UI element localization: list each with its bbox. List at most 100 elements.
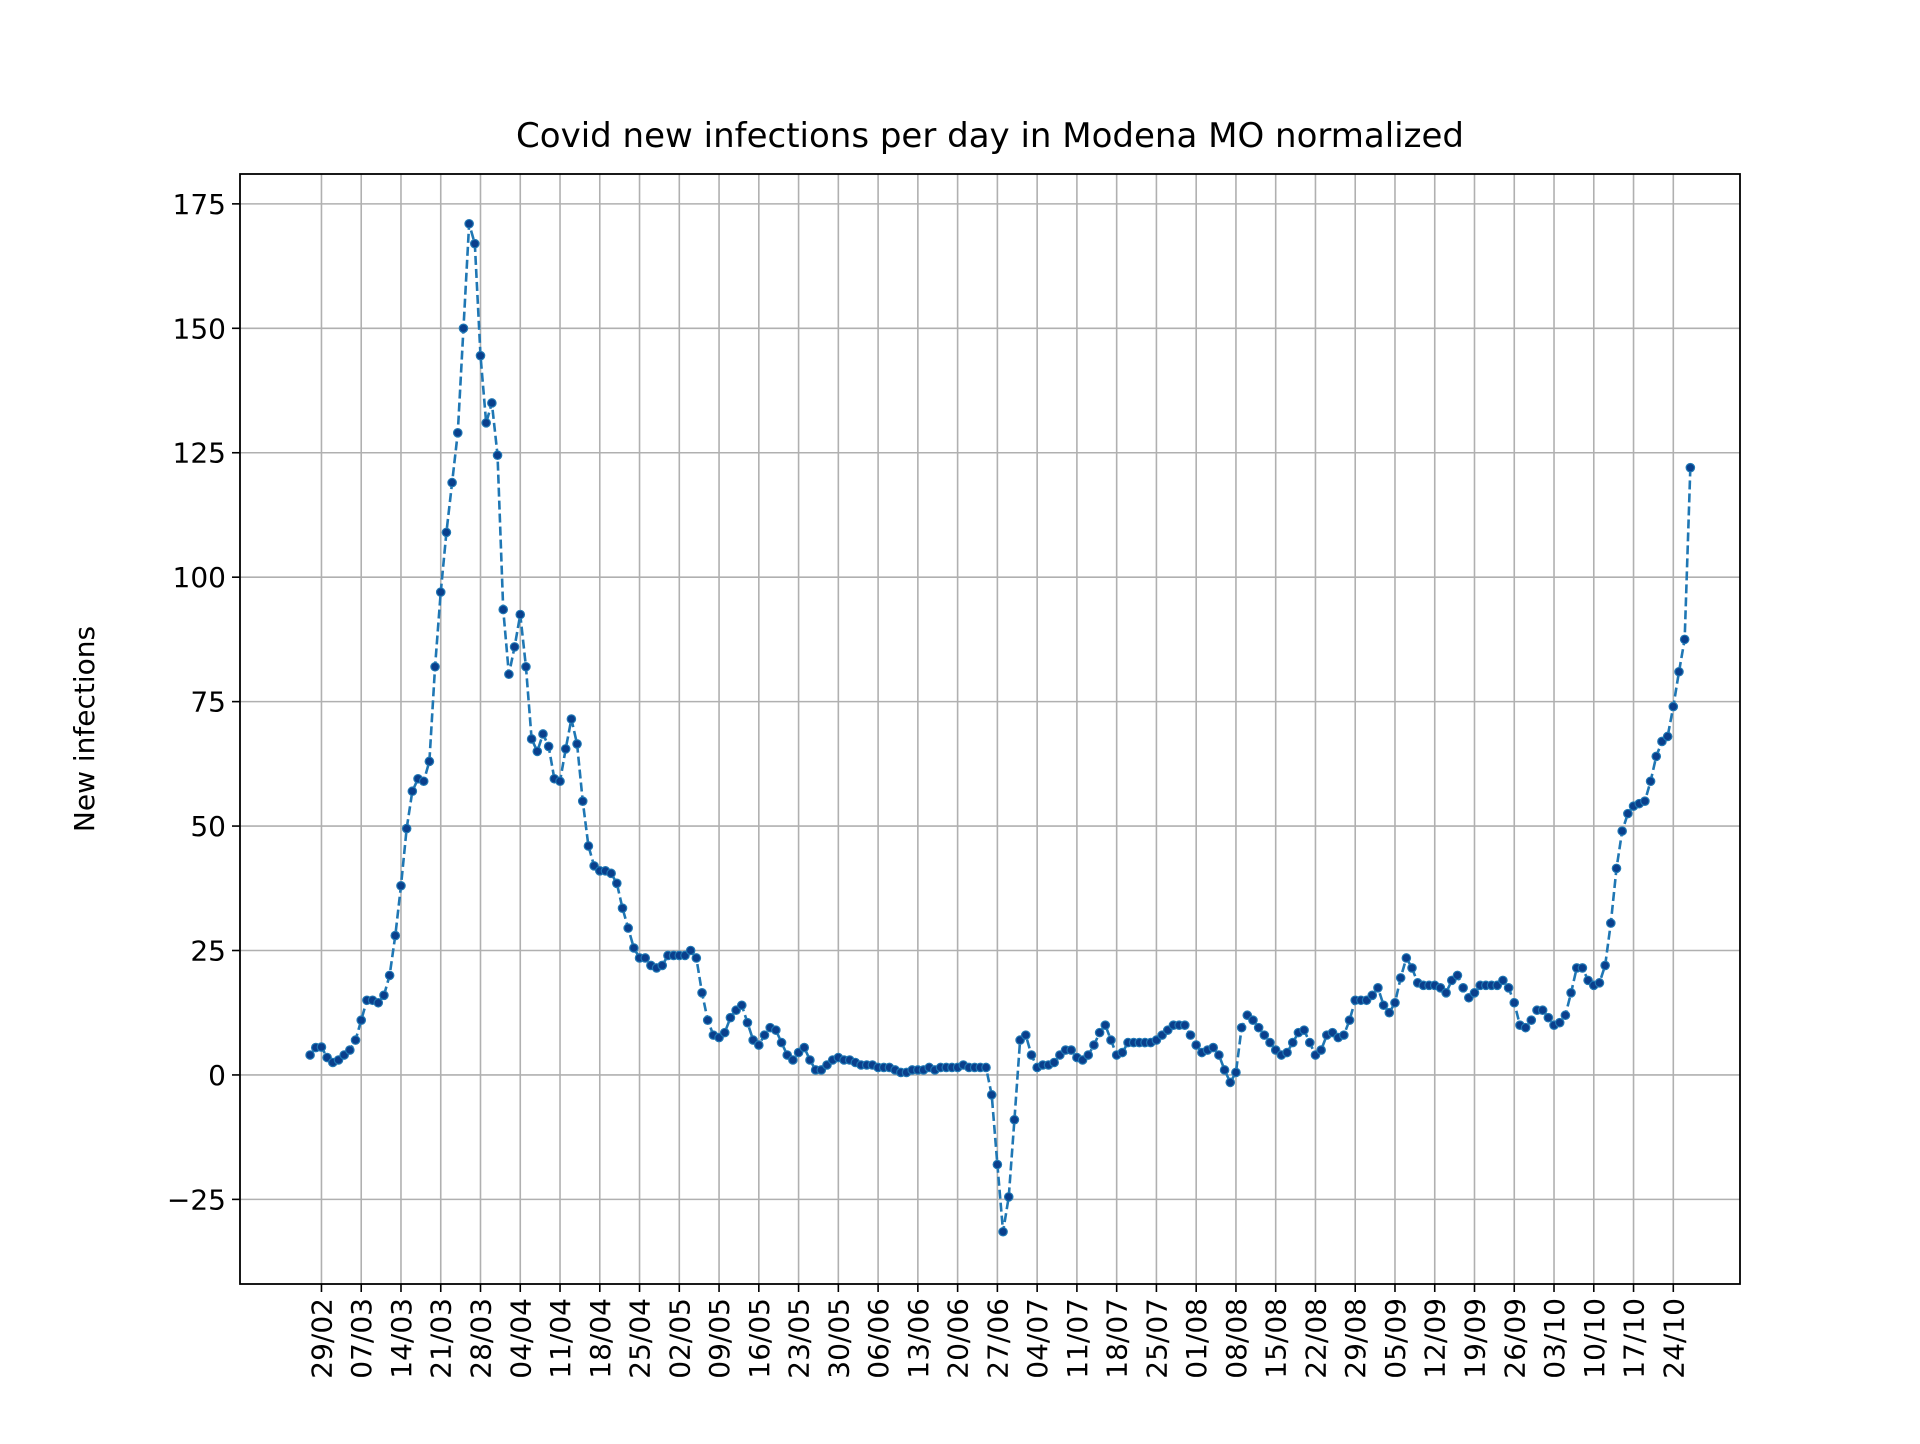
data-point bbox=[1219, 1065, 1230, 1075]
data-point bbox=[373, 997, 384, 1008]
data-point bbox=[305, 1050, 315, 1060]
data-point bbox=[612, 878, 622, 889]
data-point bbox=[623, 923, 633, 933]
data-point bbox=[1577, 963, 1588, 973]
x-tick-label: 04/04 bbox=[504, 1298, 537, 1379]
data-point bbox=[1503, 983, 1514, 993]
data-point bbox=[538, 729, 548, 739]
data-point bbox=[1214, 1050, 1224, 1060]
data-point bbox=[702, 1015, 713, 1025]
data-point bbox=[725, 1012, 736, 1023]
data-point bbox=[1117, 1047, 1128, 1058]
data-point bbox=[1543, 1012, 1554, 1023]
data-point bbox=[390, 930, 401, 941]
x-tick-label: 29/02 bbox=[305, 1298, 338, 1379]
x-tick-label: 06/06 bbox=[862, 1298, 895, 1379]
y-tick-label: 75 bbox=[190, 686, 226, 719]
data-point bbox=[1458, 983, 1468, 993]
data-point bbox=[1265, 1037, 1275, 1048]
data-point bbox=[1554, 1017, 1565, 1028]
x-tick-label: 28/03 bbox=[465, 1298, 498, 1379]
data-point bbox=[1566, 988, 1576, 998]
data-point bbox=[418, 776, 429, 787]
data-point bbox=[1282, 1047, 1292, 1058]
data-point bbox=[1236, 1022, 1247, 1033]
x-tick-label: 10/10 bbox=[1578, 1298, 1611, 1379]
x-tick-label: 29/08 bbox=[1339, 1298, 1372, 1379]
data-point bbox=[1617, 826, 1627, 836]
data-point bbox=[1208, 1042, 1219, 1053]
y-tick-label: 100 bbox=[173, 561, 226, 594]
data-point bbox=[555, 776, 565, 787]
x-tick-label: 16/05 bbox=[743, 1298, 776, 1379]
data-point bbox=[799, 1042, 810, 1053]
series-path bbox=[309, 223, 1692, 1232]
x-tick-label: 01/08 bbox=[1180, 1298, 1213, 1379]
data-point bbox=[1003, 1192, 1014, 1202]
data-point bbox=[441, 527, 452, 538]
y-axis-ticks: −25 0 25 50 75 100 125 150 175 bbox=[167, 188, 240, 1216]
data-point bbox=[805, 1055, 815, 1065]
data-point bbox=[316, 1042, 327, 1052]
data-point bbox=[657, 960, 668, 971]
data-point bbox=[1049, 1057, 1059, 1068]
data-point bbox=[1248, 1015, 1258, 1025]
x-tick-label: 07/03 bbox=[345, 1298, 378, 1379]
y-tick-label: 0 bbox=[208, 1059, 226, 1092]
data-point bbox=[998, 1226, 1008, 1237]
x-tick-label: 18/07 bbox=[1101, 1298, 1134, 1379]
data-point bbox=[754, 1040, 764, 1050]
x-tick-label: 02/05 bbox=[663, 1298, 696, 1379]
data-point bbox=[1367, 990, 1378, 1001]
data-point bbox=[719, 1027, 730, 1038]
data-point bbox=[1066, 1045, 1077, 1055]
data-point bbox=[1611, 863, 1622, 874]
x-axis-ticks: 29/02 07/03 14/03 21/03 28/03 04/04 11/04 18/04… bbox=[305, 1284, 1690, 1379]
x-tick-label: 15/08 bbox=[1260, 1298, 1293, 1379]
data-point bbox=[435, 587, 446, 597]
x-tick-label: 17/10 bbox=[1618, 1298, 1651, 1379]
y-tick-label: 150 bbox=[173, 312, 226, 345]
x-tick-label: 08/08 bbox=[1220, 1298, 1253, 1379]
data-point bbox=[1373, 983, 1383, 993]
x-tick-label: 24/10 bbox=[1657, 1298, 1690, 1379]
data-point bbox=[475, 350, 486, 361]
data-point bbox=[1407, 963, 1417, 973]
data-point bbox=[606, 868, 616, 879]
data-point bbox=[356, 1015, 367, 1025]
x-tick-label: 11/04 bbox=[544, 1298, 577, 1379]
data-point bbox=[1339, 1030, 1349, 1040]
data-point bbox=[521, 661, 531, 672]
data-point bbox=[1106, 1035, 1116, 1045]
chart-title: Covid new infections per day in Modena M… bbox=[516, 116, 1464, 156]
data-point bbox=[759, 1030, 770, 1040]
data-point bbox=[771, 1025, 781, 1035]
data-point bbox=[1509, 997, 1520, 1008]
data-point bbox=[1225, 1077, 1236, 1088]
data-point bbox=[430, 661, 440, 672]
data-point bbox=[685, 945, 696, 956]
data-point bbox=[1180, 1020, 1190, 1030]
data-point bbox=[776, 1037, 787, 1048]
data-point bbox=[509, 642, 520, 652]
data-point bbox=[736, 1000, 747, 1011]
data-point bbox=[1645, 776, 1656, 787]
x-tick-label: 20/06 bbox=[942, 1298, 975, 1379]
data-point bbox=[1259, 1030, 1270, 1040]
x-tick-label: 22/08 bbox=[1299, 1298, 1332, 1379]
data-point bbox=[452, 428, 463, 438]
data-point bbox=[1020, 1030, 1031, 1040]
x-tick-label: 25/07 bbox=[1140, 1298, 1173, 1379]
data-point bbox=[1231, 1067, 1241, 1078]
data-point bbox=[1537, 1005, 1548, 1016]
data-point bbox=[560, 744, 571, 754]
y-tick-label: 175 bbox=[173, 188, 226, 221]
x-tick-label: 30/05 bbox=[822, 1298, 855, 1379]
data-point bbox=[1253, 1022, 1264, 1033]
x-tick-label: 27/06 bbox=[981, 1298, 1014, 1379]
data-points bbox=[305, 218, 1696, 1237]
data-point bbox=[1094, 1027, 1105, 1038]
data-point bbox=[379, 990, 389, 1001]
